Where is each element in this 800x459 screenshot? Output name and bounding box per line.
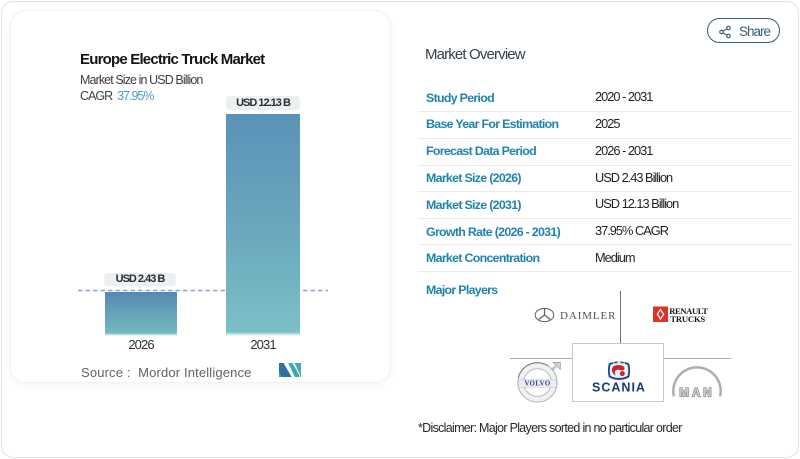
svg-text:TRUCKS: TRUCKS xyxy=(670,314,705,323)
svg-text:SCANIA: SCANIA xyxy=(592,381,646,395)
svg-text:DAIMLER: DAIMLER xyxy=(560,310,616,322)
svg-text:RENAULT: RENAULT xyxy=(669,306,708,316)
svg-text:MAN: MAN xyxy=(679,388,714,399)
svg-text:VOLVO: VOLVO xyxy=(524,380,550,387)
